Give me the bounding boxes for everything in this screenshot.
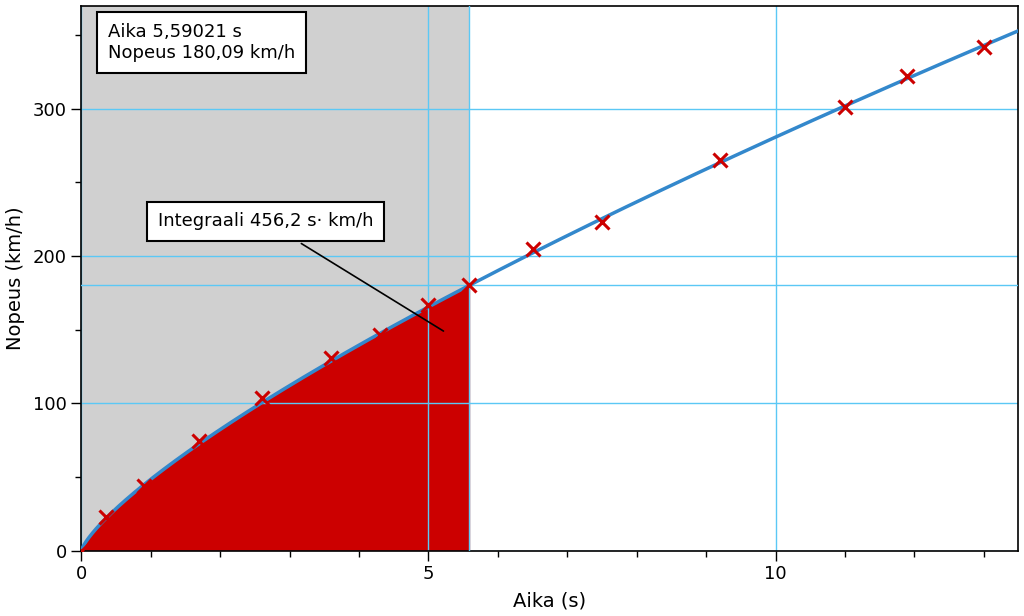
Bar (469, 6, 1019, 551)
Text: Integraali 456,2 s· km/h: Integraali 456,2 s· km/h (158, 213, 443, 331)
Text: Aika 5,59021 s
Nopeus 180,09 km/h: Aika 5,59021 s Nopeus 180,09 km/h (108, 23, 295, 62)
Y-axis label: Nopeus (km/h): Nopeus (km/h) (5, 206, 25, 350)
X-axis label: Aika (s): Aika (s) (513, 591, 587, 610)
Bar (82, 6, 469, 551)
Polygon shape (82, 285, 469, 551)
